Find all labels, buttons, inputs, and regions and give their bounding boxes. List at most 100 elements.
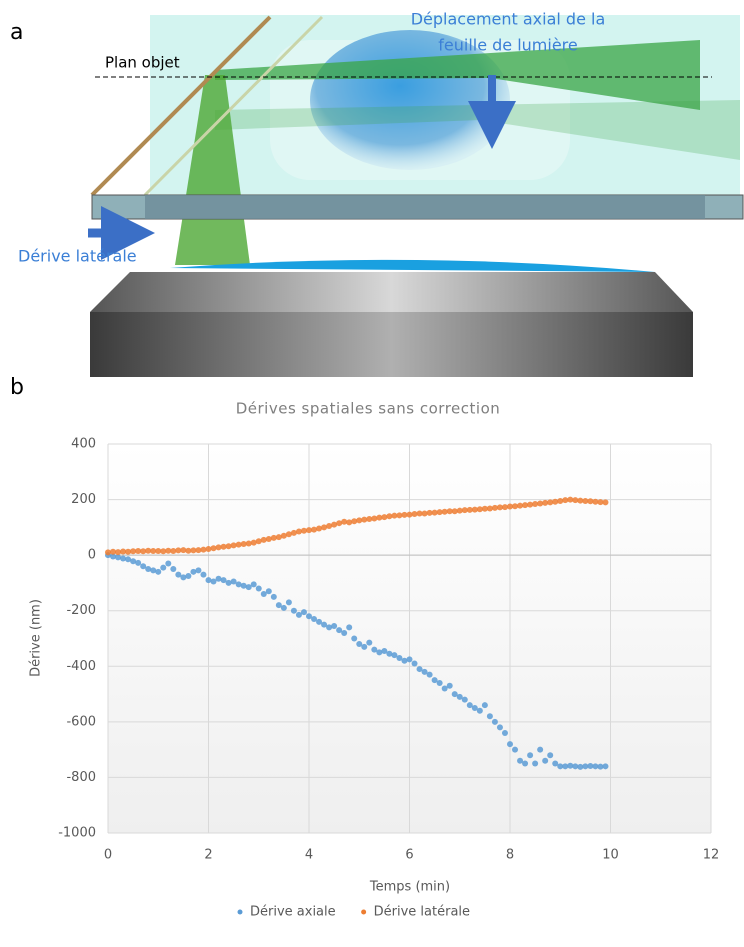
point: [416, 510, 423, 517]
point: [200, 571, 207, 578]
point: [562, 497, 569, 504]
light-sheet: [215, 40, 700, 110]
point: [321, 524, 328, 531]
point: [491, 718, 498, 725]
point: [466, 702, 473, 709]
point: [381, 648, 388, 655]
point: [351, 518, 358, 525]
point: [371, 515, 378, 522]
point: [105, 549, 111, 556]
point: [461, 507, 468, 514]
point: [300, 527, 307, 534]
mirror-shadow: [143, 15, 324, 197]
point: [552, 498, 559, 505]
point: [150, 567, 157, 574]
point: [486, 505, 493, 512]
point: [411, 511, 418, 518]
point: [431, 677, 438, 684]
point: [446, 508, 453, 515]
coverslip-shifted: [145, 195, 705, 219]
objective-body: [90, 312, 693, 377]
point: [205, 577, 212, 584]
point: [125, 548, 132, 555]
objective-top: [90, 272, 693, 312]
point: [220, 543, 227, 550]
point: [567, 496, 574, 503]
y-axis-title: Dérive (nm): [29, 599, 44, 677]
point: [507, 741, 513, 748]
point: [527, 752, 534, 759]
point: [592, 498, 599, 505]
point: [275, 602, 282, 609]
point: [401, 657, 408, 664]
point: [406, 511, 413, 518]
point: [185, 547, 192, 554]
point: [155, 547, 162, 554]
point: [602, 499, 609, 506]
point: [130, 548, 137, 555]
point: [265, 536, 272, 543]
point: [321, 621, 328, 628]
y-tick-label: -200: [66, 603, 96, 618]
point: [522, 760, 529, 767]
point: [190, 568, 197, 575]
point: [501, 504, 508, 511]
point: [451, 691, 458, 698]
point: [456, 693, 463, 700]
point: [326, 624, 333, 631]
point: [306, 613, 312, 620]
point: [311, 526, 318, 533]
point: [280, 532, 287, 539]
point: [215, 575, 222, 582]
point: [270, 593, 277, 600]
point: [175, 547, 182, 554]
y-tick-label: -600: [66, 714, 96, 729]
point: [471, 704, 478, 711]
annotation: Plan objet: [105, 54, 180, 72]
point: [557, 763, 564, 770]
point: [205, 546, 212, 553]
point: [517, 502, 524, 509]
x-tick-label: 6: [405, 848, 413, 863]
point: [346, 624, 353, 631]
point: [180, 574, 187, 581]
point: [501, 729, 508, 736]
point: [356, 517, 363, 524]
point: [311, 616, 318, 623]
point: [476, 707, 483, 714]
point: [587, 763, 594, 770]
chart-title: Dérives spatiales sans correction: [236, 400, 501, 418]
point: [476, 506, 483, 513]
point: [542, 499, 549, 506]
x-tick-label: 4: [305, 848, 313, 863]
point: [300, 609, 307, 616]
point: [245, 584, 252, 591]
point: [200, 546, 207, 553]
point: [512, 503, 519, 510]
point: [401, 511, 408, 518]
point: [592, 763, 599, 770]
point: [130, 558, 137, 565]
legend-marker: [237, 909, 243, 915]
point: [602, 763, 609, 770]
point: [341, 518, 348, 525]
point: [512, 746, 519, 753]
point: [235, 541, 242, 548]
point: [220, 577, 227, 584]
point: [160, 548, 167, 555]
point: [572, 497, 579, 504]
point: [376, 514, 383, 521]
point: [341, 629, 348, 636]
point: [120, 548, 127, 555]
point: [562, 763, 569, 770]
point: [120, 555, 127, 562]
point: [190, 547, 197, 554]
point: [270, 534, 277, 541]
point: [411, 660, 418, 667]
point: [426, 509, 433, 516]
point: [150, 547, 157, 554]
point: [245, 540, 252, 547]
y-tick-label: -800: [66, 770, 96, 785]
point: [527, 501, 534, 508]
